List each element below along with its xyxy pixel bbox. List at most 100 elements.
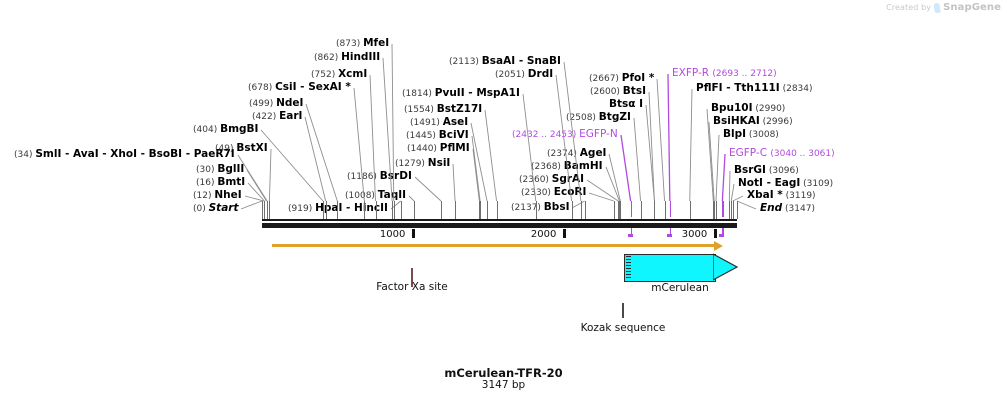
enzyme-label-sgrai[interactable]: (2360) SgrAI <box>519 174 584 186</box>
factor-xa-site-label: Factor Xa site <box>376 281 448 293</box>
enzyme-label-smli[interactable]: (34) SmlI - AvaI - XhoI - BsoBI - PaeR7I <box>14 149 235 161</box>
cut-site-tick <box>713 201 715 219</box>
enzyme-label-bstxi[interactable]: (49) BstXI <box>215 143 268 155</box>
enzyme-label-bmgbi[interactable]: (404) BmgBI <box>193 124 258 136</box>
enzyme-label-asei[interactable]: (1491) AseI <box>410 117 468 129</box>
enzyme-label-btsi[interactable]: (2600) BtsI <box>590 86 646 98</box>
enzyme-label-bcivi[interactable]: (1445) BciVI <box>406 130 469 142</box>
enzyme-name: Bpu10I <box>711 102 753 114</box>
enzyme-label-bamhi[interactable]: (2368) BamHI <box>531 161 603 173</box>
enzyme-label-pvuii[interactable]: (1814) PvuII - MspA1I <box>402 88 520 100</box>
enzyme-label-bbsi[interactable]: (2137) BbsI <box>511 202 569 214</box>
enzyme-label-bpu10i[interactable]: Bpu10I (2990) <box>711 103 785 115</box>
leader-line <box>715 134 720 202</box>
enzyme-position: (678) <box>248 83 276 93</box>
enzyme-name: XcmI <box>338 68 368 80</box>
cut-site-tick <box>732 201 734 219</box>
cut-site-tick <box>263 201 265 219</box>
enzyme-name: PvuII <box>434 87 465 99</box>
enzyme-label-end[interactable]: End (3147) <box>760 203 815 215</box>
enzyme-position: (2834) <box>779 84 813 94</box>
feature-label-egfp-c[interactable]: EGFP-C (3040 .. 3061) <box>729 148 835 160</box>
ruler-tick-1000 <box>411 229 415 238</box>
enzyme-label-bsihkai[interactable]: BsiHKAI (2996) <box>713 116 793 128</box>
enzyme-label-start[interactable]: (0) Start <box>193 203 238 215</box>
feature-range: (2693 .. 2712) <box>712 69 777 79</box>
enzyme-label-xbai[interactable]: XbaI * (3119) <box>747 190 816 202</box>
enzyme-label-btgzi[interactable]: (2508) BtgZI <box>566 112 631 124</box>
cds-label-mcerulean: mCerulean <box>651 282 709 294</box>
enzyme-position: (1008) <box>345 191 378 201</box>
ruler-tick-3000 <box>713 229 717 238</box>
enzyme-label-ecori[interactable]: (2330) EcoRI <box>521 187 586 199</box>
leader-line <box>305 103 338 202</box>
enzyme-label-xcmi[interactable]: (752) XcmI <box>311 69 367 81</box>
cut-site-tick <box>716 201 718 219</box>
leader-line <box>667 73 671 202</box>
enzyme-name: BlpI <box>723 128 747 140</box>
enzyme-name: PflFI <box>696 82 723 94</box>
leader-line <box>247 182 265 202</box>
enzyme-label-bsaai[interactable]: (2113) BsaAI - SnaBI <box>449 56 561 68</box>
enzyme-label-pflfi[interactable]: PflFI - Tth111I (2834) <box>696 83 813 95</box>
cut-site-tick <box>325 201 327 219</box>
enzyme-position: (873) <box>336 39 364 49</box>
enzyme-label-hindiii[interactable]: (862) HindIII <box>314 52 380 64</box>
snapgene-watermark: Created by SnapGene <box>886 2 1001 13</box>
kozak-sequence-marker <box>622 303 624 318</box>
leader-line <box>586 179 619 202</box>
cut-site-tick <box>496 201 498 219</box>
enzyme-name: NotI <box>738 177 763 189</box>
enzyme-label-drdi[interactable]: (2051) DrdI <box>495 69 553 81</box>
enzyme-label-pfoi[interactable]: (2667) PfoI * <box>589 73 654 85</box>
feature-tick-foot <box>666 234 672 237</box>
enzyme-label-mfei[interactable]: (873) MfeI <box>336 38 389 50</box>
enzyme-label-noti[interactable]: NotI - EagI (3109) <box>738 178 833 190</box>
kozak-sequence-label: Kozak sequence <box>580 322 666 334</box>
enzyme-position: (1186) <box>347 172 380 182</box>
enzyme-label-bstz17i[interactable]: (1554) BstZ17I <box>404 104 482 116</box>
enzyme-label-pflmi[interactable]: (1440) PflMI <box>407 143 470 155</box>
enzyme-label-bglii[interactable]: (30) BglII <box>196 164 244 176</box>
enzyme-label-bsrgi[interactable]: BsrGI (3096) <box>734 165 799 177</box>
cds-arrowhead <box>713 253 739 281</box>
enzyme-separator: - <box>61 148 74 160</box>
enzyme-label-bmti[interactable]: (16) BmtI <box>196 177 245 189</box>
cut-site-tick <box>262 201 263 219</box>
cut-site-tick <box>619 201 621 219</box>
leader-line <box>414 176 442 202</box>
enzyme-label-ndei[interactable]: (499) NdeI <box>249 98 303 110</box>
leader-line <box>620 134 632 202</box>
cut-site-tick <box>584 201 586 219</box>
cut-site-tick <box>337 201 339 219</box>
feature-label-egfp-n[interactable]: (2432 .. 2453) EGFP-N <box>512 129 618 141</box>
enzyme-position: (919) <box>288 204 316 214</box>
enzyme-separator: - <box>515 55 527 67</box>
feature-tick-lower <box>722 228 724 236</box>
enzyme-label-blpi[interactable]: BlpI (3008) <box>723 129 779 141</box>
enzyme-name: NsiI <box>427 157 451 169</box>
enzyme-position: (1491) <box>410 118 443 128</box>
enzyme-label-eari[interactable]: (422) EarI <box>252 111 302 123</box>
enzyme-label-hpai[interactable]: (919) HpaI - HincII <box>288 203 388 215</box>
enzyme-separator: - <box>762 177 775 189</box>
enzyme-name: AvaI <box>73 148 99 160</box>
enzyme-label-csii[interactable]: (678) CsiI - SexAI * <box>248 82 351 94</box>
cut-site-tick <box>714 201 716 219</box>
leader-line <box>471 135 481 202</box>
enzyme-position: (1279) <box>395 159 428 169</box>
enzyme-name: BtgZI <box>598 111 631 123</box>
enzyme-name: BstZ17I <box>436 103 483 115</box>
enzyme-position: (49) <box>215 144 237 154</box>
enzyme-label-agei[interactable]: (2374) AgeI <box>547 148 606 160</box>
enzyme-label-bsrdi[interactable]: (1186) BsrDI <box>347 171 412 183</box>
cut-site-tick <box>375 201 377 219</box>
feature-label-exfp-r[interactable]: EXFP-R (2693 .. 2712) <box>672 68 777 80</box>
enzyme-label-nsii[interactable]: (1279) NsiI <box>395 158 450 170</box>
enzyme-label-nhei[interactable]: (12) NheI <box>193 190 242 202</box>
enzyme-label-btsi[interactable]: Btsα I <box>609 99 643 110</box>
leader-line <box>260 129 324 202</box>
leader-line <box>484 109 498 202</box>
enzyme-position: (2374) <box>547 149 580 159</box>
